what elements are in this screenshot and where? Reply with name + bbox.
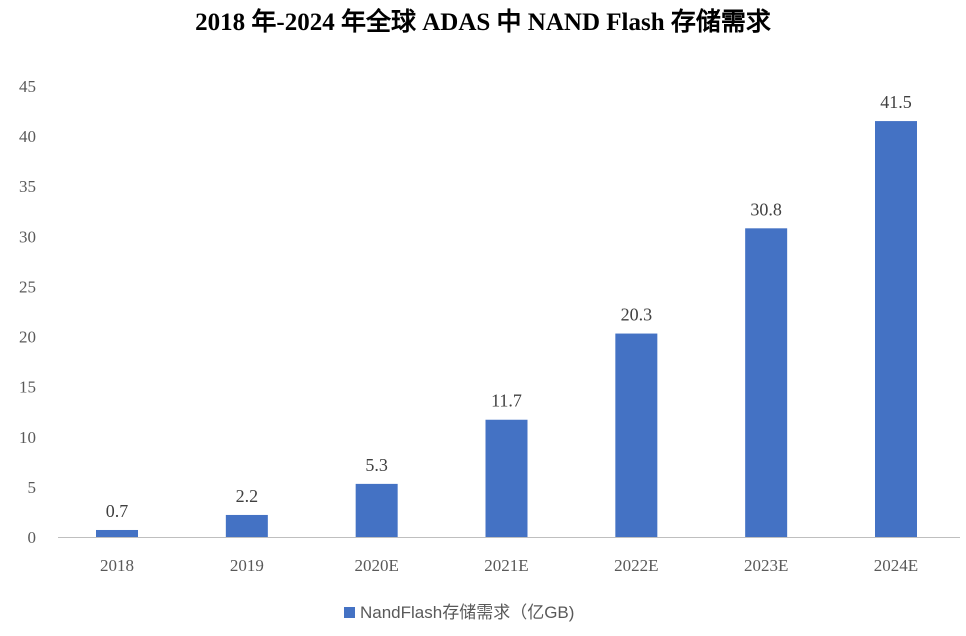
y-tick-label: 0 bbox=[28, 528, 37, 547]
data-label: 41.5 bbox=[880, 92, 912, 112]
y-tick-label: 5 bbox=[28, 478, 37, 497]
data-labels: 0.7 2.2 5.3 11.7 20.3 30.8 41.5 bbox=[106, 92, 912, 521]
legend-swatch bbox=[344, 607, 355, 618]
x-tick-label: 2021E bbox=[484, 556, 528, 575]
bar bbox=[355, 483, 398, 537]
y-tick-label: 40 bbox=[19, 127, 36, 146]
data-label: 5.3 bbox=[365, 455, 388, 475]
bar bbox=[745, 228, 788, 537]
legend-label: NandFlash存储需求（亿GB) bbox=[360, 603, 574, 622]
x-tick-label: 2023E bbox=[744, 556, 788, 575]
legend: NandFlash存储需求（亿GB) bbox=[344, 603, 574, 622]
y-axis-ticks: 0 5 10 15 20 25 30 35 40 45 bbox=[19, 77, 36, 547]
y-tick-label: 10 bbox=[19, 428, 36, 447]
y-tick-label: 45 bbox=[19, 77, 36, 96]
data-label: 30.8 bbox=[750, 199, 782, 219]
data-label: 0.7 bbox=[106, 501, 129, 521]
bar bbox=[485, 419, 528, 537]
x-axis-ticks: 2018 2019 2020E 2021E 2022E 2023E 2024E bbox=[100, 556, 918, 575]
chart-title: 2018 年-2024 年全球 ADAS 中 NAND Flash 存储需求 bbox=[195, 7, 771, 36]
x-tick-label: 2024E bbox=[874, 556, 918, 575]
y-tick-label: 15 bbox=[19, 378, 36, 397]
bar bbox=[225, 514, 268, 537]
x-tick-label: 2018 bbox=[100, 556, 134, 575]
y-tick-label: 20 bbox=[19, 328, 36, 347]
data-label: 20.3 bbox=[621, 305, 653, 325]
bar bbox=[96, 529, 138, 537]
bars bbox=[96, 121, 917, 538]
y-tick-label: 35 bbox=[19, 177, 36, 196]
x-tick-label: 2022E bbox=[614, 556, 658, 575]
y-tick-label: 30 bbox=[19, 227, 36, 246]
bar bbox=[875, 121, 917, 538]
x-tick-label: 2019 bbox=[230, 556, 264, 575]
bar bbox=[615, 333, 658, 537]
y-tick-label: 25 bbox=[19, 277, 36, 296]
data-label: 2.2 bbox=[236, 486, 259, 506]
x-tick-label: 2020E bbox=[354, 556, 398, 575]
data-label: 11.7 bbox=[491, 391, 522, 411]
